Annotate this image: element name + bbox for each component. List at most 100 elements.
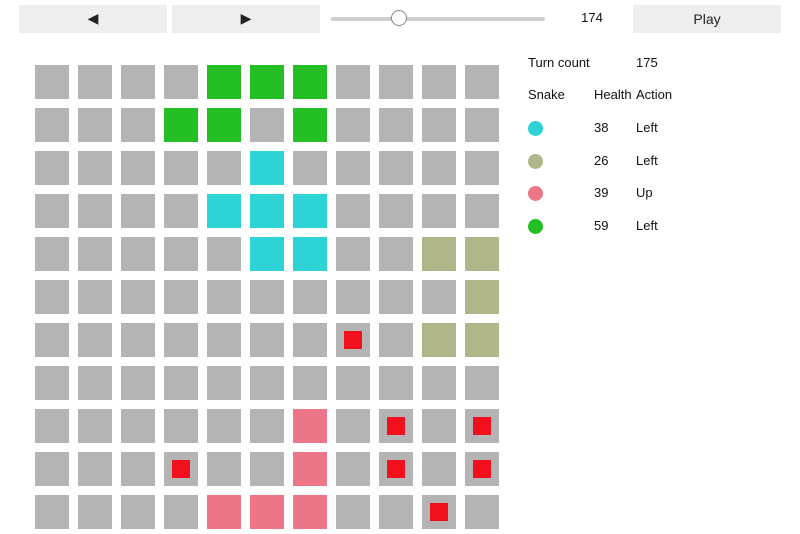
board-cell (78, 452, 112, 486)
board-cell (78, 237, 112, 271)
board-cell (164, 280, 198, 314)
board-cell (207, 280, 241, 314)
board-cell (35, 323, 69, 357)
board-cell (293, 366, 327, 400)
board-cell (250, 323, 284, 357)
board-cell (207, 237, 241, 271)
snake-color-dot (528, 153, 543, 169)
board-cell (121, 409, 155, 443)
snake-action: Left (636, 152, 658, 168)
snake-cell (164, 108, 198, 142)
board-cell (207, 151, 241, 185)
snake-cell (207, 194, 241, 228)
snake-cell (293, 409, 327, 443)
board-cell (35, 409, 69, 443)
board-cell (465, 495, 499, 529)
board-cell (336, 452, 370, 486)
board-cell (422, 108, 456, 142)
board-cell (422, 409, 456, 443)
snake-cell (207, 108, 241, 142)
board-cell (465, 65, 499, 99)
snake-cell (250, 237, 284, 271)
turn-slider-handle[interactable] (391, 10, 408, 26)
next-button[interactable]: ▶ (172, 5, 320, 33)
food-item (387, 417, 405, 435)
board-cell (35, 280, 69, 314)
food-item (430, 503, 448, 521)
board-cell (379, 366, 413, 400)
snake-cell (250, 151, 284, 185)
board-cell (121, 151, 155, 185)
board-cell (250, 366, 284, 400)
board-cell (121, 65, 155, 99)
board-cell (121, 323, 155, 357)
board-cell (465, 366, 499, 400)
board-cell (336, 237, 370, 271)
snake-health: 26 (594, 152, 609, 168)
snake-cell (293, 65, 327, 99)
board-cell (35, 366, 69, 400)
board-cell (78, 409, 112, 443)
board-cell (465, 151, 499, 185)
board-cell (336, 409, 370, 443)
board-cell (422, 452, 456, 486)
board-cell (422, 194, 456, 228)
board-cell (35, 495, 69, 529)
board-cell (422, 280, 456, 314)
board-cell (164, 194, 198, 228)
play-button[interactable]: Play (633, 5, 781, 33)
board-cell (78, 323, 112, 357)
board-cell (422, 366, 456, 400)
board-cell (379, 495, 413, 529)
snake-action: Left (636, 120, 658, 135)
board-cell (35, 237, 69, 271)
board-cell (35, 452, 69, 486)
turn-count-value: 175 (636, 55, 658, 70)
board-cell (121, 495, 155, 529)
board-cell (379, 65, 413, 99)
snake-health: 38 (594, 120, 609, 135)
food-item (172, 460, 190, 478)
action-column-header: Action (636, 87, 673, 102)
board-cell (336, 65, 370, 99)
board-cell (207, 323, 241, 357)
snake-cell (293, 495, 327, 529)
snake-cell (465, 323, 499, 357)
board-cell (250, 452, 284, 486)
board-cell (336, 280, 370, 314)
board-cell (121, 452, 155, 486)
snake-cell (293, 452, 327, 486)
board-cell (164, 151, 198, 185)
board-cell (379, 151, 413, 185)
board-cell (379, 280, 413, 314)
board-cell (121, 366, 155, 400)
board-cell (465, 108, 499, 142)
board-cell (121, 237, 155, 271)
snake-color-dot (528, 121, 543, 136)
board-cell (207, 409, 241, 443)
snake-action: Left (636, 217, 658, 233)
food-item (344, 331, 362, 349)
food-item (473, 417, 491, 435)
snake-cell (250, 65, 284, 99)
board-cell (336, 495, 370, 529)
board-cell (207, 366, 241, 400)
previous-button[interactable]: ◀ (19, 5, 167, 33)
food-item (473, 460, 491, 478)
board-cell (250, 409, 284, 443)
board-cell (35, 151, 69, 185)
snake-cell (207, 65, 241, 99)
board-cell (293, 280, 327, 314)
board-cell (35, 108, 69, 142)
board-cell (379, 323, 413, 357)
board-cell (164, 495, 198, 529)
snake-cell (422, 237, 456, 271)
snake-cell (465, 280, 499, 314)
board-cell (35, 194, 69, 228)
snake-health: 59 (594, 217, 609, 233)
slider-value: 174 (581, 10, 603, 25)
board-cell (336, 194, 370, 228)
turn-slider-track[interactable] (331, 17, 545, 21)
board-cell (465, 194, 499, 228)
board-cell (164, 237, 198, 271)
